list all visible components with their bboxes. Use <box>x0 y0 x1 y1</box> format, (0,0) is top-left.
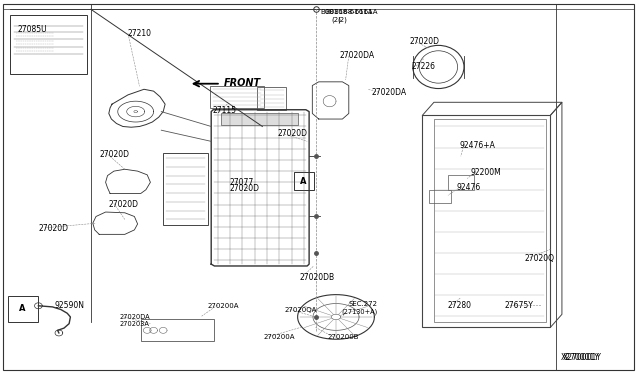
Text: 27020D: 27020D <box>277 129 307 138</box>
Text: 27675Y: 27675Y <box>504 301 533 310</box>
Text: (2): (2) <box>337 16 347 23</box>
Bar <box>210 86 264 108</box>
Text: 27020DA: 27020DA <box>119 314 150 320</box>
Text: 270200A: 270200A <box>208 303 239 309</box>
Text: B08168-6161A: B08168-6161A <box>320 9 372 15</box>
Text: 27115: 27115 <box>212 106 237 115</box>
Text: 27020D: 27020D <box>99 150 129 159</box>
Text: FRONT: FRONT <box>224 78 261 88</box>
Bar <box>434 119 546 322</box>
Bar <box>8 296 38 322</box>
Bar <box>429 190 451 203</box>
Text: 27020D: 27020D <box>410 37 440 46</box>
Text: 270200A: 270200A <box>264 334 295 340</box>
Text: 27020DA: 27020DA <box>371 88 406 97</box>
Text: 27020Q: 27020Q <box>525 254 555 263</box>
Text: (27130+A): (27130+A) <box>342 308 378 315</box>
Text: 270200B: 270200B <box>328 334 359 340</box>
Text: 92476: 92476 <box>456 183 481 192</box>
Text: 27020DB: 27020DB <box>300 273 335 282</box>
Text: 27085U: 27085U <box>18 25 47 34</box>
Text: 27210: 27210 <box>128 29 152 38</box>
Text: 270203A: 270203A <box>119 321 149 327</box>
Bar <box>163 153 208 225</box>
Bar <box>257 87 286 110</box>
Bar <box>221 113 298 125</box>
Text: 27077: 27077 <box>229 178 253 187</box>
Bar <box>294 172 314 190</box>
Text: 92200M: 92200M <box>470 169 501 177</box>
Text: A: A <box>300 177 306 186</box>
Text: 92590N: 92590N <box>54 301 84 310</box>
Text: (2): (2) <box>331 16 340 23</box>
Text: 27020D: 27020D <box>38 224 68 233</box>
Text: A: A <box>19 304 25 313</box>
Bar <box>448 175 474 190</box>
Bar <box>10 15 87 74</box>
Text: X270001Y: X270001Y <box>563 353 602 362</box>
Text: 27020DA: 27020DA <box>339 51 374 60</box>
Text: B08168-6161A: B08168-6161A <box>325 9 378 15</box>
Bar <box>422 115 550 327</box>
Text: 27280: 27280 <box>448 301 472 310</box>
Text: 27020D: 27020D <box>109 200 139 209</box>
Text: 27020QA: 27020QA <box>284 307 317 312</box>
Text: SEC.272: SEC.272 <box>349 301 378 307</box>
Text: X270001Y: X270001Y <box>561 353 600 362</box>
Text: 27226: 27226 <box>412 62 435 71</box>
Text: 27020D: 27020D <box>229 185 259 193</box>
Text: 92476+A: 92476+A <box>460 141 495 150</box>
Bar <box>141 319 214 341</box>
